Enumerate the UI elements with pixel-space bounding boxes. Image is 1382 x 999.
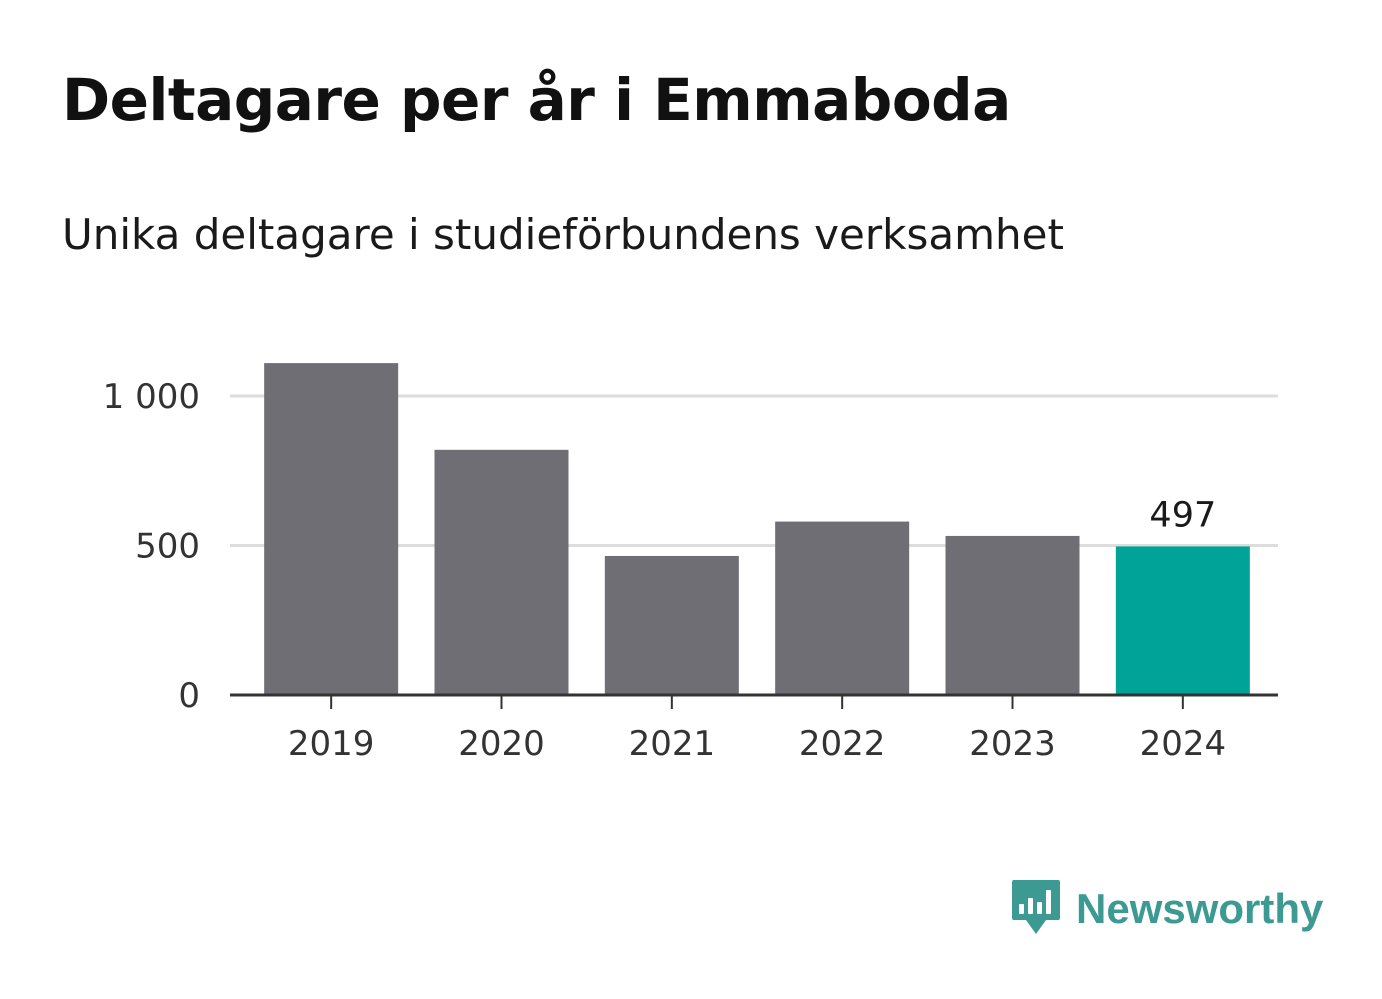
y-tick-label: 500 <box>135 527 200 567</box>
bar <box>1115 546 1250 695</box>
bar <box>604 555 739 695</box>
x-tick-label: 2019 <box>288 724 375 764</box>
bar <box>264 363 399 695</box>
x-tick-label: 2024 <box>1140 724 1227 764</box>
x-tick-label: 2021 <box>629 724 716 764</box>
bar <box>945 535 1080 695</box>
newsworthy-logo-icon <box>1012 880 1060 934</box>
x-tick-label: 2022 <box>799 724 886 764</box>
data-label: 497 <box>1149 495 1216 535</box>
chart-title: Deltagare per år i Emmaboda <box>62 66 1011 134</box>
brand-name: Newsworthy <box>1076 885 1324 932</box>
y-tick-label: 1 000 <box>103 377 200 417</box>
y-tick-label: 0 <box>178 676 200 716</box>
bar <box>434 449 569 695</box>
x-tick-label: 2023 <box>969 724 1056 764</box>
bar <box>775 521 910 695</box>
x-tick-label: 2020 <box>458 724 545 764</box>
brand-logo: Newsworthy <box>1010 878 1323 940</box>
chart-subtitle: Unika deltagare i studieförbundens verks… <box>62 210 1064 259</box>
